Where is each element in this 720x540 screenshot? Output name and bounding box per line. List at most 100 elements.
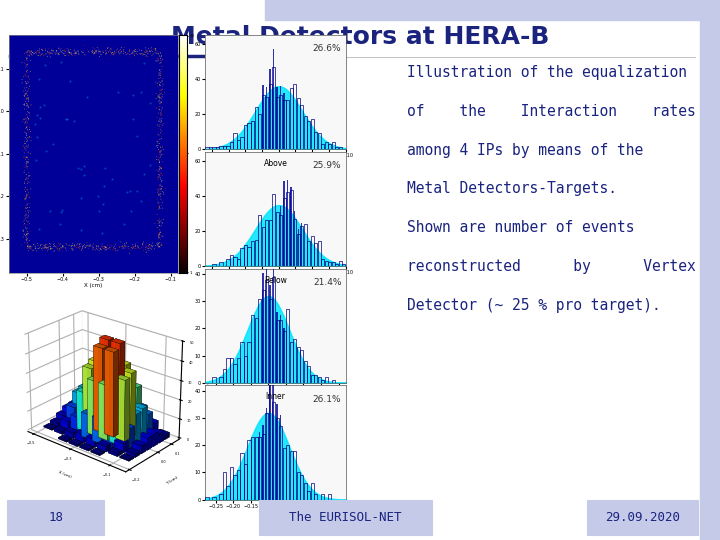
Point [22, 86, 34, 95]
Bar [314, 494, 318, 500]
Point [153, 243, 164, 252]
Point [101, 46, 112, 55]
Point [119, 239, 130, 248]
Point [155, 153, 166, 161]
Point [17, 75, 28, 84]
Point [132, 242, 144, 251]
Point [21, 89, 32, 98]
Point [156, 219, 168, 227]
Point [23, 199, 35, 208]
Point [154, 80, 166, 89]
Point [21, 123, 32, 132]
Point [99, 242, 111, 251]
Point [30, 244, 41, 253]
Point [64, 49, 76, 57]
Point [39, 243, 50, 252]
Point [22, 230, 33, 238]
Point [42, 48, 53, 56]
Point [19, 161, 31, 170]
Bar [237, 259, 240, 266]
Point [154, 139, 166, 148]
Point [153, 104, 165, 112]
Point [110, 244, 122, 253]
Point [37, 46, 48, 55]
X-axis label: Y (cm): Y (cm) [268, 393, 283, 399]
Point [153, 158, 165, 167]
Bar [314, 375, 318, 383]
Point [90, 49, 102, 57]
Point [19, 49, 30, 58]
Point [70, 50, 81, 58]
Point [22, 46, 33, 55]
Bar [230, 255, 233, 266]
X-axis label: X (cm): X (cm) [267, 160, 284, 165]
Point [102, 55, 113, 63]
Bar [233, 133, 237, 149]
Point [22, 100, 33, 109]
Point [118, 46, 130, 55]
Point [105, 44, 117, 52]
Point [122, 49, 133, 58]
Point [67, 246, 78, 254]
Point [155, 94, 166, 103]
Point [53, 50, 64, 58]
Point [20, 119, 32, 127]
Point [104, 46, 115, 55]
Point [60, 244, 71, 253]
Point [73, 240, 85, 249]
Point [22, 60, 33, 69]
Bar [279, 95, 282, 149]
Point [81, 93, 93, 102]
Point [23, 237, 35, 245]
Point [156, 240, 167, 248]
Point [140, 248, 152, 256]
Point [100, 243, 112, 252]
Point [99, 46, 111, 55]
Point [154, 99, 166, 107]
Point [37, 246, 48, 254]
Point [154, 181, 166, 190]
Point [130, 45, 141, 54]
Point [144, 46, 156, 55]
Point [24, 48, 35, 57]
Point [78, 161, 89, 170]
Point [154, 66, 166, 75]
Text: 18: 18 [48, 510, 63, 524]
Point [66, 49, 77, 57]
Bar [262, 85, 264, 149]
Point [153, 92, 165, 101]
Point [156, 241, 167, 249]
Point [151, 185, 163, 194]
Point [118, 220, 130, 228]
Point [126, 244, 138, 252]
Point [23, 114, 35, 123]
Point [91, 43, 103, 52]
Point [31, 48, 42, 57]
Point [22, 179, 33, 187]
Point [60, 114, 72, 123]
Point [19, 195, 31, 204]
Point [66, 243, 77, 252]
Point [19, 105, 30, 113]
Point [102, 43, 114, 52]
Point [69, 242, 81, 251]
Point [135, 50, 147, 58]
Bar [262, 426, 264, 500]
Point [153, 162, 165, 171]
Bar [273, 265, 274, 383]
Point [19, 194, 31, 203]
Point [78, 46, 89, 55]
Point [156, 78, 167, 86]
Point [153, 199, 164, 207]
Point [23, 208, 35, 217]
Bar [307, 491, 310, 500]
Point [154, 222, 166, 231]
Point [48, 239, 60, 248]
Point [22, 119, 33, 127]
Point [152, 55, 163, 64]
Point [22, 112, 33, 121]
Point [145, 242, 157, 251]
Point [38, 244, 50, 253]
Point [20, 86, 32, 94]
Point [117, 45, 129, 54]
